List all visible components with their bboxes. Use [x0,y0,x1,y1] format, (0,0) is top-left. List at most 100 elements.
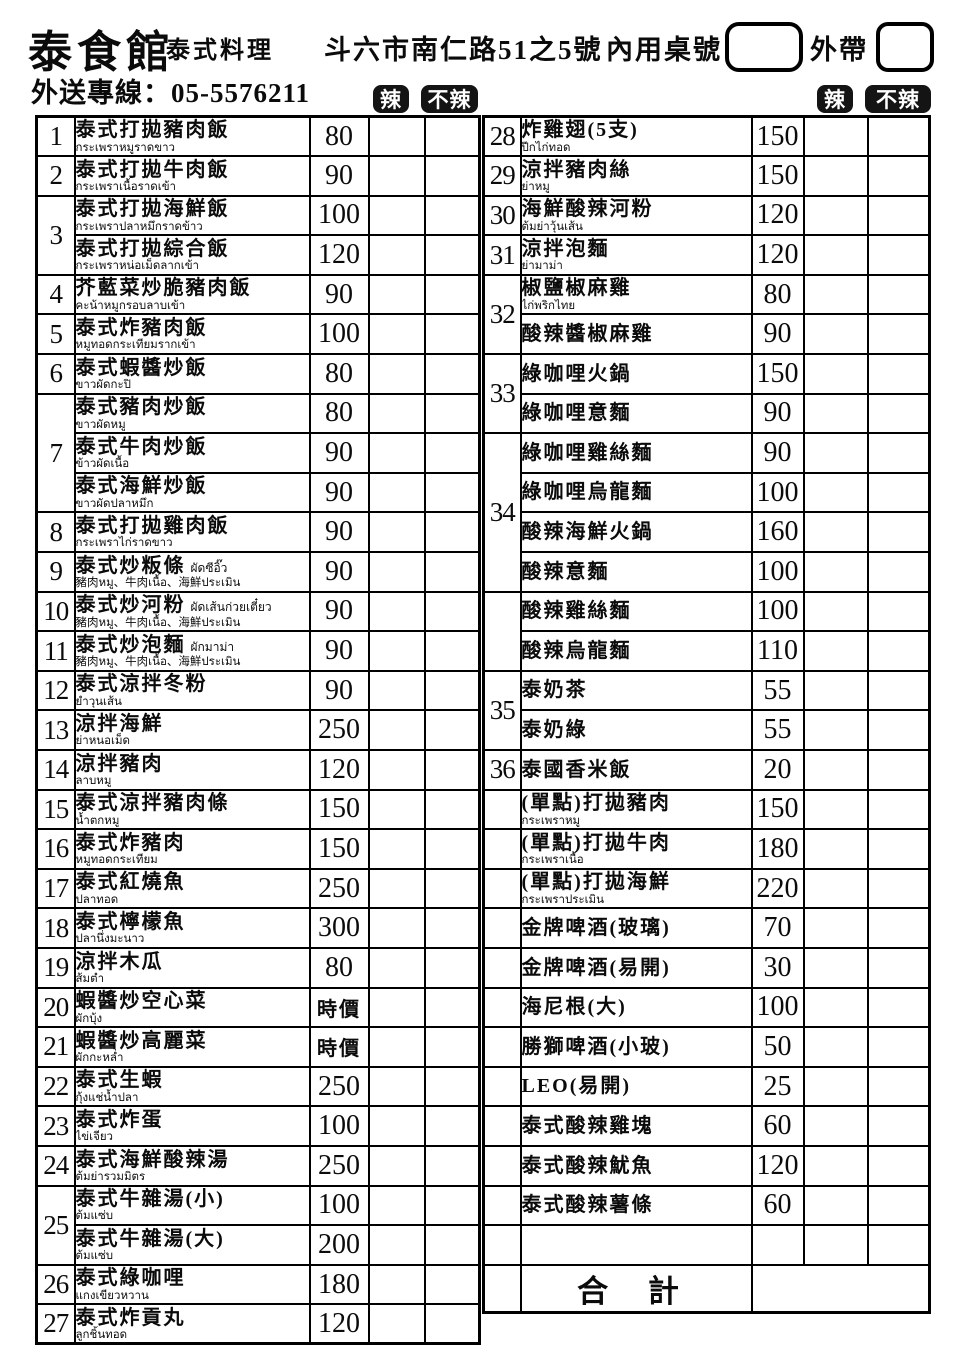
spicy-qty-cell[interactable] [802,155,869,197]
table-number-box[interactable] [725,22,803,72]
spicy-qty-cell[interactable] [367,1263,426,1306]
spicy-qty-cell[interactable] [802,353,869,395]
mild-qty-cell[interactable] [866,788,931,831]
spicy-qty-cell[interactable] [802,471,869,514]
mild-qty-cell[interactable] [866,115,931,158]
mild-qty-cell[interactable] [423,511,481,554]
mild-qty-cell[interactable] [866,1026,931,1068]
mild-qty-cell[interactable] [423,630,481,672]
spicy-qty-cell[interactable] [802,1144,869,1187]
mild-qty-cell[interactable] [423,155,481,197]
spicy-qty-cell[interactable] [802,749,869,791]
spicy-qty-cell[interactable] [802,194,869,237]
mild-qty-cell[interactable] [423,234,481,276]
spicy-qty-cell[interactable] [802,273,869,316]
spicy-qty-cell[interactable] [802,590,869,633]
mild-qty-cell[interactable] [866,1224,931,1266]
spicy-qty-cell[interactable] [367,551,426,593]
spicy-qty-cell[interactable] [367,709,426,751]
mild-qty-cell[interactable] [866,353,931,395]
spicy-qty-cell[interactable] [802,630,869,672]
mild-qty-cell[interactable] [866,432,931,474]
spicy-qty-cell[interactable] [367,1303,426,1345]
mild-qty-cell[interactable] [423,392,481,435]
mild-qty-cell[interactable] [866,392,931,435]
mild-qty-cell[interactable] [423,867,481,910]
mild-qty-cell[interactable] [866,1065,931,1108]
mild-qty-cell[interactable] [423,749,481,791]
takeout-checkbox[interactable] [876,22,934,72]
mild-qty-cell[interactable] [866,471,931,514]
spicy-qty-cell[interactable] [367,828,426,870]
mild-qty-cell[interactable] [423,1144,481,1187]
mild-qty-cell[interactable] [866,669,931,712]
spicy-qty-cell[interactable] [367,432,426,474]
spicy-qty-cell[interactable] [802,709,869,751]
spicy-qty-cell[interactable] [367,313,426,356]
mild-qty-cell[interactable] [866,273,931,316]
spicy-qty-cell[interactable] [802,907,869,949]
mild-qty-cell[interactable] [866,907,931,949]
mild-qty-cell[interactable] [866,630,931,672]
spicy-qty-cell[interactable] [802,1224,869,1266]
spicy-qty-cell[interactable] [802,511,869,554]
mild-qty-cell[interactable] [423,1263,481,1306]
mild-qty-cell[interactable] [866,749,931,791]
spicy-qty-cell[interactable] [367,749,426,791]
spicy-qty-cell[interactable] [367,1224,426,1266]
spicy-qty-cell[interactable] [802,313,869,356]
spicy-qty-cell[interactable] [802,1026,869,1068]
mild-qty-cell[interactable] [866,946,931,989]
spicy-qty-cell[interactable] [367,788,426,831]
mild-qty-cell[interactable] [866,1105,931,1147]
spicy-qty-cell[interactable] [367,1105,426,1147]
mild-qty-cell[interactable] [866,1184,931,1227]
spicy-qty-cell[interactable] [367,907,426,949]
spicy-qty-cell[interactable] [367,1065,426,1108]
mild-qty-cell[interactable] [423,1224,481,1266]
spicy-qty-cell[interactable] [802,946,869,989]
spicy-qty-cell[interactable] [802,867,869,910]
spicy-qty-cell[interactable] [367,630,426,672]
spicy-qty-cell[interactable] [367,1026,426,1068]
mild-qty-cell[interactable] [866,551,931,593]
spicy-qty-cell[interactable] [367,946,426,989]
mild-qty-cell[interactable] [423,551,481,593]
mild-qty-cell[interactable] [866,313,931,356]
mild-qty-cell[interactable] [866,590,931,633]
spicy-qty-cell[interactable] [367,511,426,554]
spicy-qty-cell[interactable] [367,867,426,910]
mild-qty-cell[interactable] [423,273,481,316]
spicy-qty-cell[interactable] [367,1184,426,1227]
spicy-qty-cell[interactable] [802,392,869,435]
mild-qty-cell[interactable] [423,432,481,474]
spicy-qty-cell[interactable] [802,669,869,712]
mild-qty-cell[interactable] [423,669,481,712]
mild-qty-cell[interactable] [423,946,481,989]
mild-qty-cell[interactable] [866,155,931,197]
mild-qty-cell[interactable] [423,194,481,237]
mild-qty-cell[interactable] [423,1065,481,1108]
spicy-qty-cell[interactable] [802,788,869,831]
spicy-qty-cell[interactable] [367,353,426,395]
mild-qty-cell[interactable] [423,788,481,831]
spicy-qty-cell[interactable] [367,194,426,237]
spicy-qty-cell[interactable] [802,828,869,870]
mild-qty-cell[interactable] [423,1105,481,1147]
spicy-qty-cell[interactable] [367,273,426,316]
mild-qty-cell[interactable] [866,511,931,554]
spicy-qty-cell[interactable] [802,115,869,158]
mild-qty-cell[interactable] [866,709,931,751]
mild-qty-cell[interactable] [423,709,481,751]
mild-qty-cell[interactable] [423,471,481,514]
mild-qty-cell[interactable] [423,907,481,949]
mild-qty-cell[interactable] [423,353,481,395]
spicy-qty-cell[interactable] [802,1184,869,1227]
spicy-qty-cell[interactable] [802,551,869,593]
spicy-qty-cell[interactable] [802,1065,869,1108]
spicy-qty-cell[interactable] [802,1105,869,1147]
total-amount-cell[interactable] [750,1263,931,1314]
mild-qty-cell[interactable] [423,1303,481,1345]
spicy-qty-cell[interactable] [367,669,426,712]
mild-qty-cell[interactable] [423,1026,481,1068]
